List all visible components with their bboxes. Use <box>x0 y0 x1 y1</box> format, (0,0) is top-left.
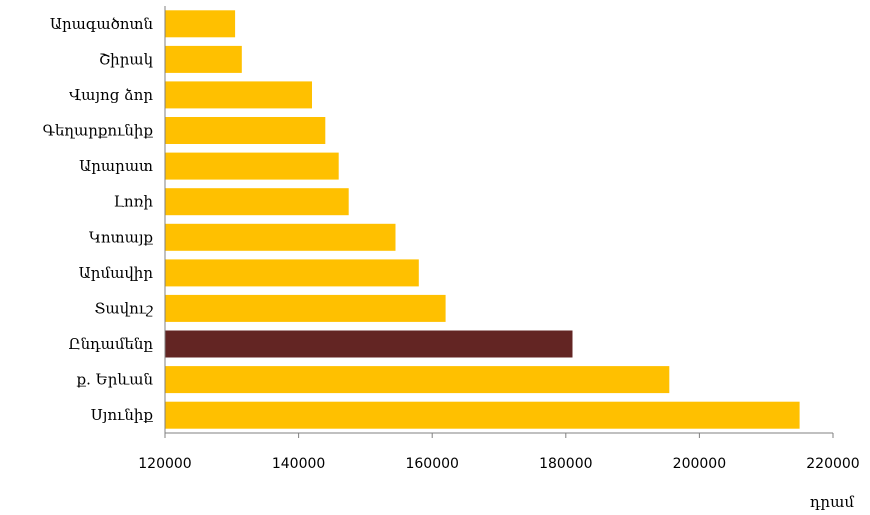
bar-11 <box>165 401 800 429</box>
x-tick-label: 180000 <box>539 456 592 472</box>
x-tick-label: 140000 <box>272 456 325 472</box>
category-labels-group: Արագածոտն Շիրակ Վայոց ձոր Գեղարքունիք Արարատ… <box>43 15 154 424</box>
bar-3 <box>165 117 326 144</box>
bar-8 <box>165 294 446 322</box>
category-label: Տավուշ <box>94 300 153 318</box>
bar-10 <box>165 366 670 394</box>
x-tick-label: 120000 <box>138 456 191 472</box>
category-label: Կոտայք <box>89 228 154 246</box>
category-label: Շիրակ <box>99 50 153 68</box>
bar-1 <box>165 45 242 73</box>
bar-4 <box>165 152 339 180</box>
category-label: Ընդամենը <box>68 335 153 353</box>
bar-7 <box>165 259 419 287</box>
bars-group <box>165 10 800 429</box>
bar-9 <box>165 330 573 358</box>
x-tick-label: 220000 <box>806 456 859 472</box>
x-tick-label: 160000 <box>405 456 458 472</box>
category-label: Սյունիք <box>91 406 154 424</box>
bar-2 <box>165 81 312 109</box>
category-label: ք. Երևան <box>77 371 154 389</box>
category-label: Վայոց ձոր <box>69 86 153 104</box>
category-label: Արագածոտն <box>50 15 154 33</box>
x-axis-unit-label: դրամ <box>810 493 854 511</box>
bar-6 <box>165 223 396 251</box>
category-label: Արարատ <box>79 157 153 175</box>
category-label: Լոռի <box>114 193 154 211</box>
category-label: Գեղարքունիք <box>43 122 154 140</box>
bar-5 <box>165 188 349 216</box>
x-ticks-group: 120000 140000 160000 180000 200000 220000 <box>138 433 860 472</box>
x-tick-label: 200000 <box>673 456 726 472</box>
category-label: Արմավիր <box>79 264 154 282</box>
bar-0 <box>165 10 236 38</box>
